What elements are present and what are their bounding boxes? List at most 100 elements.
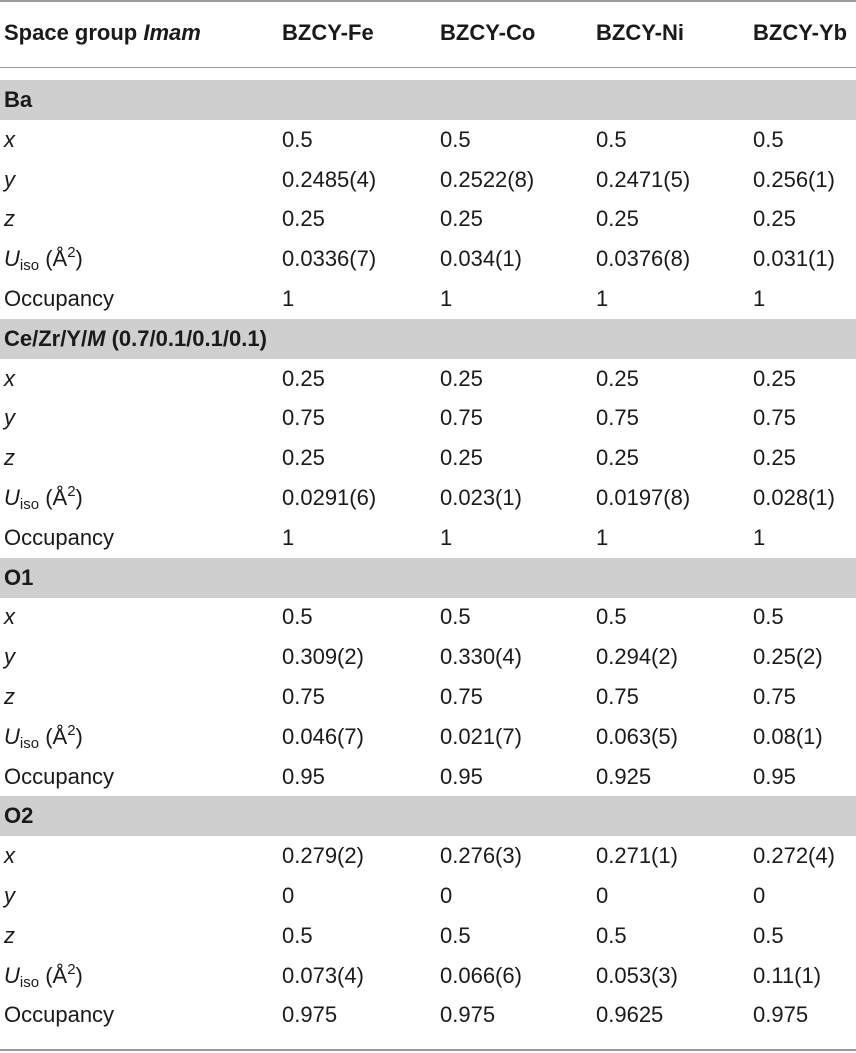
uiso-symbol: U xyxy=(4,485,20,510)
value-cell: 0.309(2) xyxy=(282,644,364,670)
row-label: z xyxy=(4,922,15,948)
value-cell: 0.5 xyxy=(282,604,313,630)
uiso-unit-exponent: 2 xyxy=(67,960,76,978)
value-cell: 1 xyxy=(596,524,609,550)
table-row: Uiso (Å2) 0.0291(6) 0.023(1) 0.0197(8) 0.028… xyxy=(0,478,856,518)
coordinate-label: x xyxy=(4,843,15,869)
row-label: y xyxy=(4,646,15,668)
value-cell: 0.0291(6) xyxy=(282,485,377,510)
row-label: Uiso (Å2) xyxy=(4,245,83,273)
header-col-3: BZCY-Ni xyxy=(596,20,684,45)
value-cell: 1 xyxy=(282,524,295,550)
value-cell: 0.975 xyxy=(282,1002,338,1028)
uiso-unit-exponent: 2 xyxy=(67,244,76,262)
value-cell: 0.034(1) xyxy=(440,246,522,272)
table-row: Occupancy 0.975 0.975 0.9625 0.975 xyxy=(0,995,856,1035)
table-row: Uiso (Å2) 0.046(7) 0.021(7) 0.063(5) 0.08(1) xyxy=(0,717,856,757)
value-cell: 0.0197(8) xyxy=(596,485,691,510)
coordinate-label: y xyxy=(4,166,15,192)
uiso-subscript: iso xyxy=(19,496,40,513)
section-header-row: O2 xyxy=(0,796,856,837)
section-header-row: O1 xyxy=(0,557,856,598)
table-row: z 0.25 0.25 0.25 0.25 xyxy=(0,438,856,478)
value-cell: 0.75 xyxy=(596,405,639,431)
value-cell: 0.95 xyxy=(753,763,796,789)
value-cell: 0.271(1) xyxy=(596,843,678,869)
table-row: z 0.75 0.75 0.75 0.75 xyxy=(0,677,856,717)
uiso-subscript: iso xyxy=(19,257,40,275)
value-cell: 1 xyxy=(440,524,453,550)
coordinate-label: y xyxy=(4,405,15,431)
table-row: x 0.279(2) 0.276(3) 0.271(1) 0.272(4) xyxy=(0,836,856,876)
row-label: Uiso (Å2) xyxy=(4,962,83,990)
section-title-suffix: (0.7/0.1/0.1/0.1) xyxy=(105,325,267,351)
value-cell: 0.75 xyxy=(440,684,483,709)
value-cell: 0 xyxy=(440,883,453,908)
table-row: z 0.25 0.25 0.25 0.25 xyxy=(0,199,856,239)
table-header-row: Space group Imam BZCY-Fe BZCY-Co BZCY-Ni… xyxy=(0,0,856,67)
value-cell: 0.066(6) xyxy=(440,962,522,988)
header-space-group: Space group Imam xyxy=(4,22,201,44)
value-cell: 0 xyxy=(282,883,295,908)
table-row: x 0.5 0.5 0.5 0.5 xyxy=(0,597,856,637)
value-cell: 1 xyxy=(440,286,453,311)
value-cell: 0.25 xyxy=(282,445,325,471)
uiso-unit-close: ) xyxy=(75,485,83,510)
table-row: Occupancy 1 1 1 1 xyxy=(0,518,856,558)
row-label: Occupancy xyxy=(4,524,115,550)
uiso-symbol: U xyxy=(4,962,20,988)
row-label: y xyxy=(4,166,15,192)
value-cell: 0.053(3) xyxy=(596,962,678,988)
value-cell: 0.021(7) xyxy=(440,723,522,749)
row-label: Occupancy xyxy=(4,1004,114,1026)
occupancy-label: Occupancy xyxy=(4,524,115,550)
uiso-unit-open: (Å xyxy=(39,723,68,749)
coordinate-label: x xyxy=(4,365,15,391)
row-label: z xyxy=(4,208,15,230)
value-cell: 0.25 xyxy=(596,365,639,391)
value-cell: 0.25(2) xyxy=(753,644,823,670)
value-cell: 0.95 xyxy=(282,763,325,789)
header-col-4: BZCY-Yb xyxy=(753,20,848,45)
value-cell: 0.25 xyxy=(440,206,483,232)
coordinate-label: x xyxy=(4,604,15,630)
value-cell: 0.5 xyxy=(440,604,471,630)
value-cell: 1 xyxy=(282,286,295,311)
value-cell: 0.272(4) xyxy=(753,843,835,869)
value-cell: 0.2522(8) xyxy=(440,166,535,192)
row-label: z xyxy=(4,447,15,469)
value-cell: 0.5 xyxy=(440,922,471,948)
uiso-symbol: U xyxy=(4,723,20,749)
value-cell: 0.975 xyxy=(440,1002,496,1028)
table-row: y 0.75 0.75 0.75 0.75 xyxy=(0,398,856,438)
value-cell: 1 xyxy=(596,286,609,311)
value-cell: 0.25 xyxy=(753,445,796,471)
row-label: y xyxy=(4,885,15,907)
value-cell: 0.046(7) xyxy=(282,723,364,749)
uiso-unit-open: (Å xyxy=(39,246,68,272)
section-title-text: O2 xyxy=(4,803,34,829)
row-label: x xyxy=(4,126,15,152)
coordinate-label: x xyxy=(4,126,15,152)
uiso-symbol: U xyxy=(4,246,20,272)
row-label: x xyxy=(4,365,15,391)
value-cell: 0.75 xyxy=(753,405,796,431)
value-cell: 0.5 xyxy=(596,922,627,948)
value-cell: 0.256(1) xyxy=(753,166,835,192)
row-label: Occupancy xyxy=(4,765,114,788)
value-cell: 0.975 xyxy=(753,1002,809,1028)
value-cell: 0.25 xyxy=(440,365,483,391)
table-row: Occupancy 0.95 0.95 0.925 0.95 xyxy=(0,757,856,797)
section-title: O2 xyxy=(4,805,33,827)
uiso-subscript: iso xyxy=(19,734,40,752)
value-cell: 0.25 xyxy=(753,206,796,232)
value-cell: 0.5 xyxy=(596,604,627,630)
section-title-text: O1 xyxy=(4,564,34,590)
row-label: Uiso (Å2) xyxy=(4,723,83,751)
table-row: x 0.25 0.25 0.25 0.25 xyxy=(0,359,856,399)
coordinate-label: z xyxy=(4,206,15,232)
top-rule xyxy=(0,0,856,2)
coordinate-label: z xyxy=(4,922,15,948)
value-cell: 0.294(2) xyxy=(596,644,678,670)
value-cell: 0.5 xyxy=(440,126,471,152)
